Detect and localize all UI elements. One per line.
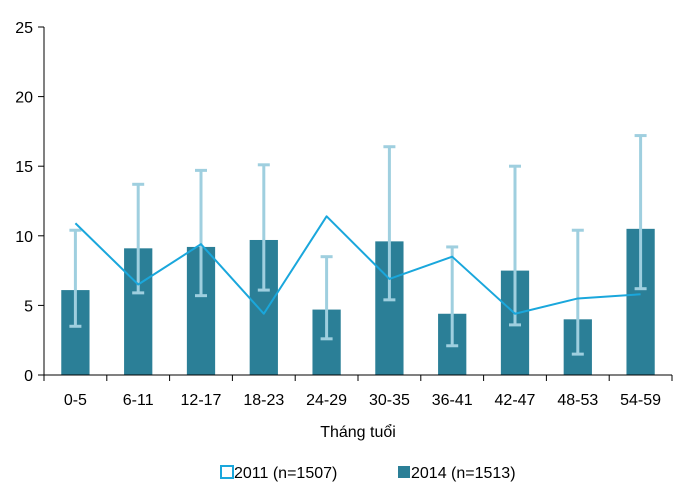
x-axis-ticks: 0-5 6-11 12-17 18-23 24-29 30-35 36-41 42-47 48-… [43, 375, 673, 409]
x-tick-label: 24-29 [306, 392, 347, 409]
x-tick-label: 54-59 [620, 392, 661, 409]
x-axis-label: Tháng tuổi [320, 423, 396, 441]
y-tick-label: 25 [15, 20, 33, 37]
legend: 2011 (n=1507) 2014 (n=1513) [220, 465, 516, 482]
legend-label-2011: 2011 (n=1507) [234, 465, 337, 482]
x-tick-label: 48-53 [557, 392, 598, 409]
line-2011 [74, 215, 641, 315]
error-bars-2014 [69, 134, 647, 356]
y-tick-label: 15 [15, 159, 33, 176]
legend-label-2014: 2014 (n=1513) [411, 465, 516, 482]
y-tick-label: 0 [24, 368, 33, 385]
y-tick-label: 10 [15, 229, 33, 246]
x-tick-label: 18-23 [243, 392, 284, 409]
x-tick-label: 12-17 [181, 392, 222, 409]
x-tick-label: 42-47 [495, 392, 536, 409]
x-tick-label: 0-5 [64, 392, 87, 409]
line-2011-path [74, 215, 641, 315]
legend-swatch-2011 [220, 465, 234, 479]
y-tick-label: 20 [15, 90, 33, 107]
legend-swatch-2014 [398, 466, 410, 478]
y-axis-ticks: 0 5 10 15 20 25 [15, 20, 44, 385]
y-tick-label: 5 [24, 298, 33, 315]
x-tick-label: 30-35 [369, 392, 410, 409]
x-tick-label: 6-11 [123, 392, 154, 409]
x-tick-label: 36-41 [432, 392, 473, 409]
